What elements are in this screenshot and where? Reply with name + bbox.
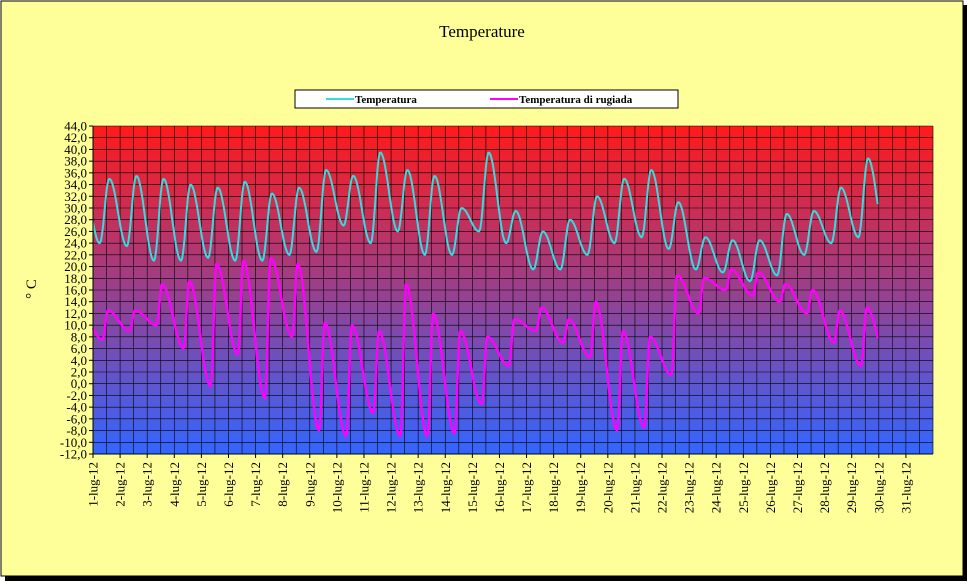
x-tick-label: 30-lug-12 bbox=[871, 462, 886, 513]
y-axis-title: ° C bbox=[24, 279, 40, 299]
y-tick-label: 10,0 bbox=[64, 318, 87, 333]
y-tick-label: 30,0 bbox=[64, 201, 87, 216]
x-tick-label: 24-lug-12 bbox=[709, 462, 724, 513]
y-tick-label: 20,0 bbox=[64, 259, 87, 274]
x-tick-label: 7-lug-12 bbox=[248, 462, 263, 507]
x-tick-label: 22-lug-12 bbox=[655, 462, 670, 513]
x-tick-label: 14-lug-12 bbox=[438, 462, 453, 513]
y-tick-label: 40,0 bbox=[64, 142, 87, 157]
y-tick-label: 6,0 bbox=[71, 341, 87, 356]
y-tick-label: 32,0 bbox=[64, 189, 87, 204]
x-tick-label: 4-lug-12 bbox=[167, 462, 182, 507]
x-tick-label: 31-lug-12 bbox=[898, 462, 913, 513]
x-tick-labels: 1-lug-12 2-lug-12 3-lug-12 4-lug-12 5-lug-12… bbox=[86, 454, 913, 513]
x-tick-label: 2-lug-12 bbox=[113, 462, 128, 507]
y-tick-label: 16,0 bbox=[64, 283, 87, 298]
y-tick-label: -8,0 bbox=[66, 423, 87, 438]
y-tick-label: 42,0 bbox=[64, 130, 87, 145]
x-tick-label: 28-lug-12 bbox=[817, 462, 832, 513]
series-line-temperatura-di-rugiada bbox=[91, 256, 879, 438]
y-tick-label: 18,0 bbox=[64, 271, 87, 286]
x-tick-label: 21-lug-12 bbox=[627, 462, 642, 513]
x-tick-label: 3-lug-12 bbox=[140, 462, 155, 507]
y-tick-label: 26,0 bbox=[64, 224, 87, 239]
x-tick-label: 26-lug-12 bbox=[763, 462, 778, 513]
y-tick-label: -10,0 bbox=[60, 435, 87, 450]
y-tick-label: 12,0 bbox=[64, 306, 87, 321]
x-tick-label: 5-lug-12 bbox=[194, 462, 209, 507]
y-tick-label: 8,0 bbox=[71, 329, 87, 344]
x-tick-label: 18-lug-12 bbox=[546, 462, 561, 513]
x-tick-label: 9-lug-12 bbox=[302, 462, 317, 507]
x-tick-label: 20-lug-12 bbox=[600, 462, 615, 513]
y-tick-label: -4,0 bbox=[66, 400, 87, 415]
y-tick-label: 36,0 bbox=[64, 165, 87, 180]
x-tick-label: 25-lug-12 bbox=[736, 462, 751, 513]
y-tick-label: 28,0 bbox=[64, 212, 87, 227]
x-tick-label: 6-lug-12 bbox=[221, 462, 236, 507]
legend-label-temperatura-di-rugiada: Temperatura di rugiada bbox=[519, 94, 633, 106]
y-tick-label: -2,0 bbox=[66, 388, 87, 403]
y-tick-label: 38,0 bbox=[64, 154, 87, 169]
series-lines bbox=[91, 151, 879, 438]
chart-title: Temperature bbox=[439, 22, 525, 41]
y-tick-label: 22,0 bbox=[64, 247, 87, 262]
series-line-temperatura bbox=[92, 151, 879, 283]
x-tick-label: 11-lug-12 bbox=[356, 462, 371, 513]
y-tick-label: -6,0 bbox=[66, 411, 87, 426]
y-tick-label: 34,0 bbox=[64, 177, 87, 192]
x-tick-label: 10-lug-12 bbox=[329, 462, 344, 513]
x-tick-label: 19-lug-12 bbox=[573, 462, 588, 513]
y-tick-label: 14,0 bbox=[64, 294, 87, 309]
x-tick-label: 1-lug-12 bbox=[86, 462, 101, 507]
legend: Temperatura Temperatura di rugiada bbox=[294, 89, 679, 109]
x-tick-label: 23-lug-12 bbox=[682, 462, 697, 513]
x-tick-label: 29-lug-12 bbox=[844, 462, 859, 513]
x-tick-label: 17-lug-12 bbox=[519, 462, 534, 513]
y-tick-labels: -12,0-10,0-8,0-6,0-4,0-2,00,02,04,06,08,… bbox=[60, 119, 93, 462]
y-tick-label: 4,0 bbox=[71, 353, 87, 368]
y-tick-label: 44,0 bbox=[64, 119, 87, 134]
x-tick-label: 8-lug-12 bbox=[275, 462, 290, 507]
legend-label-temperatura: Temperatura bbox=[355, 94, 417, 106]
x-tick-label: 12-lug-12 bbox=[384, 462, 399, 513]
y-tick-label: 24,0 bbox=[64, 236, 87, 251]
x-tick-label: 27-lug-12 bbox=[790, 462, 805, 513]
y-tick-label: -12,0 bbox=[60, 447, 87, 462]
grid-lines bbox=[92, 125, 934, 455]
x-tick-label: 16-lug-12 bbox=[492, 462, 507, 513]
y-tick-label: 0,0 bbox=[71, 376, 87, 391]
x-tick-label: 13-lug-12 bbox=[411, 462, 426, 513]
y-tick-label: 2,0 bbox=[71, 365, 87, 380]
x-tick-label: 15-lug-12 bbox=[465, 462, 480, 513]
